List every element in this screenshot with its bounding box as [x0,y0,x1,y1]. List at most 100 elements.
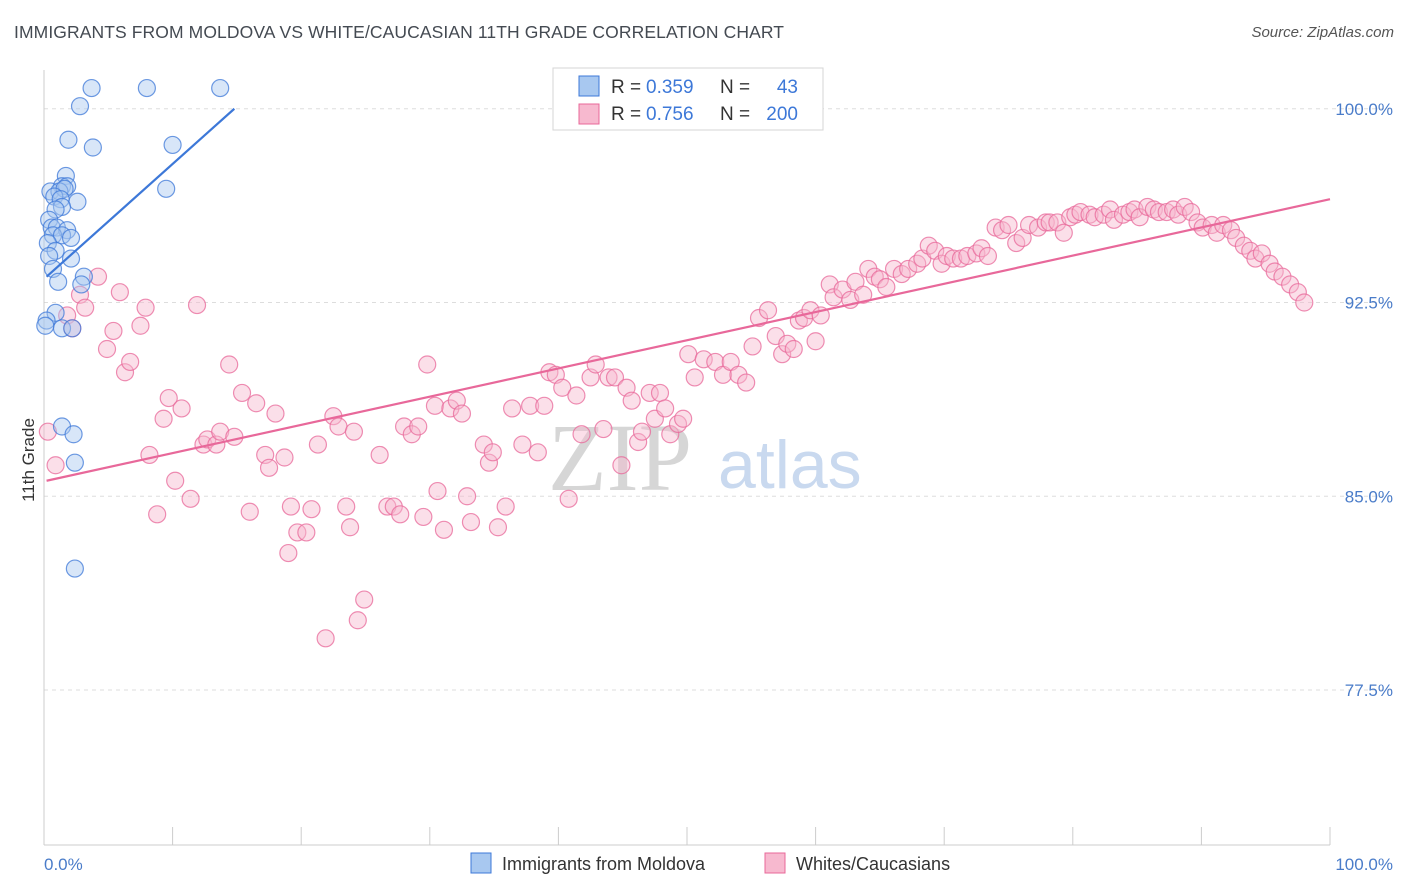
point-moldova [50,182,69,201]
point-white-caucasian [1040,213,1059,232]
point-white-caucasian [220,355,239,374]
point-white-caucasian [877,277,896,297]
point-white-caucasian [1273,267,1292,286]
point-white-caucasian [1182,202,1201,222]
point-moldova [137,78,156,98]
point-white-caucasian [1054,223,1073,242]
point-white-caucasian [967,244,986,263]
point-white-caucasian [88,267,108,286]
legend-n-label-blue: N = [720,77,750,98]
point-white-caucasian [567,386,586,405]
point-white-caucasian [97,339,117,359]
point-white-caucasian [521,396,540,415]
point-white-caucasian [38,422,57,441]
point-moldova [163,135,182,155]
point-white-caucasian [316,629,335,648]
point-white-caucasian [1080,205,1099,224]
y-tick-label: 92.5% [1345,294,1393,313]
series-immigrants-moldova [36,78,230,578]
point-white-caucasian [104,321,123,341]
point-white-caucasian [394,417,414,436]
point-moldova [72,275,91,294]
point-white-caucasian [136,298,155,317]
point-white-caucasian [279,543,298,563]
point-white-caucasian [594,419,613,439]
legend-r-value-pink: 0.756 [646,104,694,125]
point-moldova [38,233,57,253]
point-white-caucasian [76,298,95,317]
point-white-caucasian [275,448,294,467]
x-tick-label-max: 100.0% [1335,855,1393,874]
point-white-caucasian [240,502,259,521]
point-white-caucasian [232,383,252,403]
point-white-caucasian [308,435,328,454]
point-white-caucasian [513,435,532,454]
legend-n-value-blue: 43 [777,77,798,98]
point-white-caucasian [154,409,173,428]
point-white-caucasian [266,404,285,423]
point-white-caucasian [1066,205,1085,224]
trend-lines [45,107,1331,482]
point-white-caucasian [1295,293,1314,312]
point-white-caucasian [110,283,129,302]
watermark-zip: ZIP [548,404,692,511]
chart-source: Source: ZipAtlas.com [1251,24,1394,41]
legend-n-value-pink: 200 [766,104,798,125]
point-white-caucasian [899,259,918,279]
bottom-legend-label-blue: Immigrants from Moldova [502,854,706,874]
point-white-caucasian [340,518,360,537]
point-moldova [46,200,65,219]
point-white-caucasian [370,445,389,465]
point-white-caucasian [337,497,356,516]
point-white-caucasian [773,345,792,364]
point-white-caucasian [172,399,191,418]
point-white-caucasian [181,489,200,508]
point-white-caucasian [685,368,704,387]
y-tick-label: 85.0% [1345,487,1393,506]
point-white-caucasian [572,425,591,444]
legend-r-value-blue: 0.359 [646,77,694,98]
point-moldova [211,78,230,98]
point-white-caucasian [496,497,515,516]
point-white-caucasian [1227,228,1246,248]
point-white-caucasian [978,246,998,266]
point-white-caucasian [488,518,508,537]
point-moldova [63,319,82,338]
point-white-caucasian [452,404,472,423]
point-white-caucasian [944,249,963,268]
point-white-caucasian [806,332,825,351]
point-white-caucasian [225,427,244,446]
point-white-caucasian [355,590,374,609]
point-moldova [65,453,84,472]
point-white-caucasian [115,363,135,382]
point-white-caucasian [148,505,167,524]
point-white-caucasian [247,394,266,413]
legend-r-label-pink: R = [611,104,641,125]
y-tick-label: 77.5% [1345,681,1393,700]
bottom-legend-swatch-pink [764,852,786,874]
point-white-caucasian [668,414,688,434]
y-tick-label: 100.0% [1335,100,1393,119]
point-moldova [83,138,102,157]
point-white-caucasian [679,345,698,364]
legend-r-label-blue: R = [611,77,641,98]
point-white-caucasian [425,396,445,415]
legend-n-label-pink: N = [720,104,750,125]
stats-legend: R = 0.359 N = 43 R = 0.756 N = 200 [552,67,824,131]
y-tick-labels: 77.5% 85.0% 92.5% 100.0% [1335,100,1393,700]
point-white-caucasian [1104,210,1124,229]
point-white-caucasian [784,339,803,359]
series-legend: Immigrants from Moldova Whites/Caucasian… [470,852,950,874]
point-moldova [61,228,81,248]
point-white-caucasian [121,352,140,372]
bottom-legend-label-pink: Whites/Caucasians [796,854,950,874]
point-white-caucasian [302,500,321,519]
point-white-caucasian [737,373,756,392]
point-white-caucasian [528,443,547,462]
point-white-caucasian [865,267,884,286]
point-white-caucasian [632,422,652,441]
point-moldova [49,272,68,291]
point-white-caucasian [535,396,554,415]
point-white-caucasian [640,383,659,403]
